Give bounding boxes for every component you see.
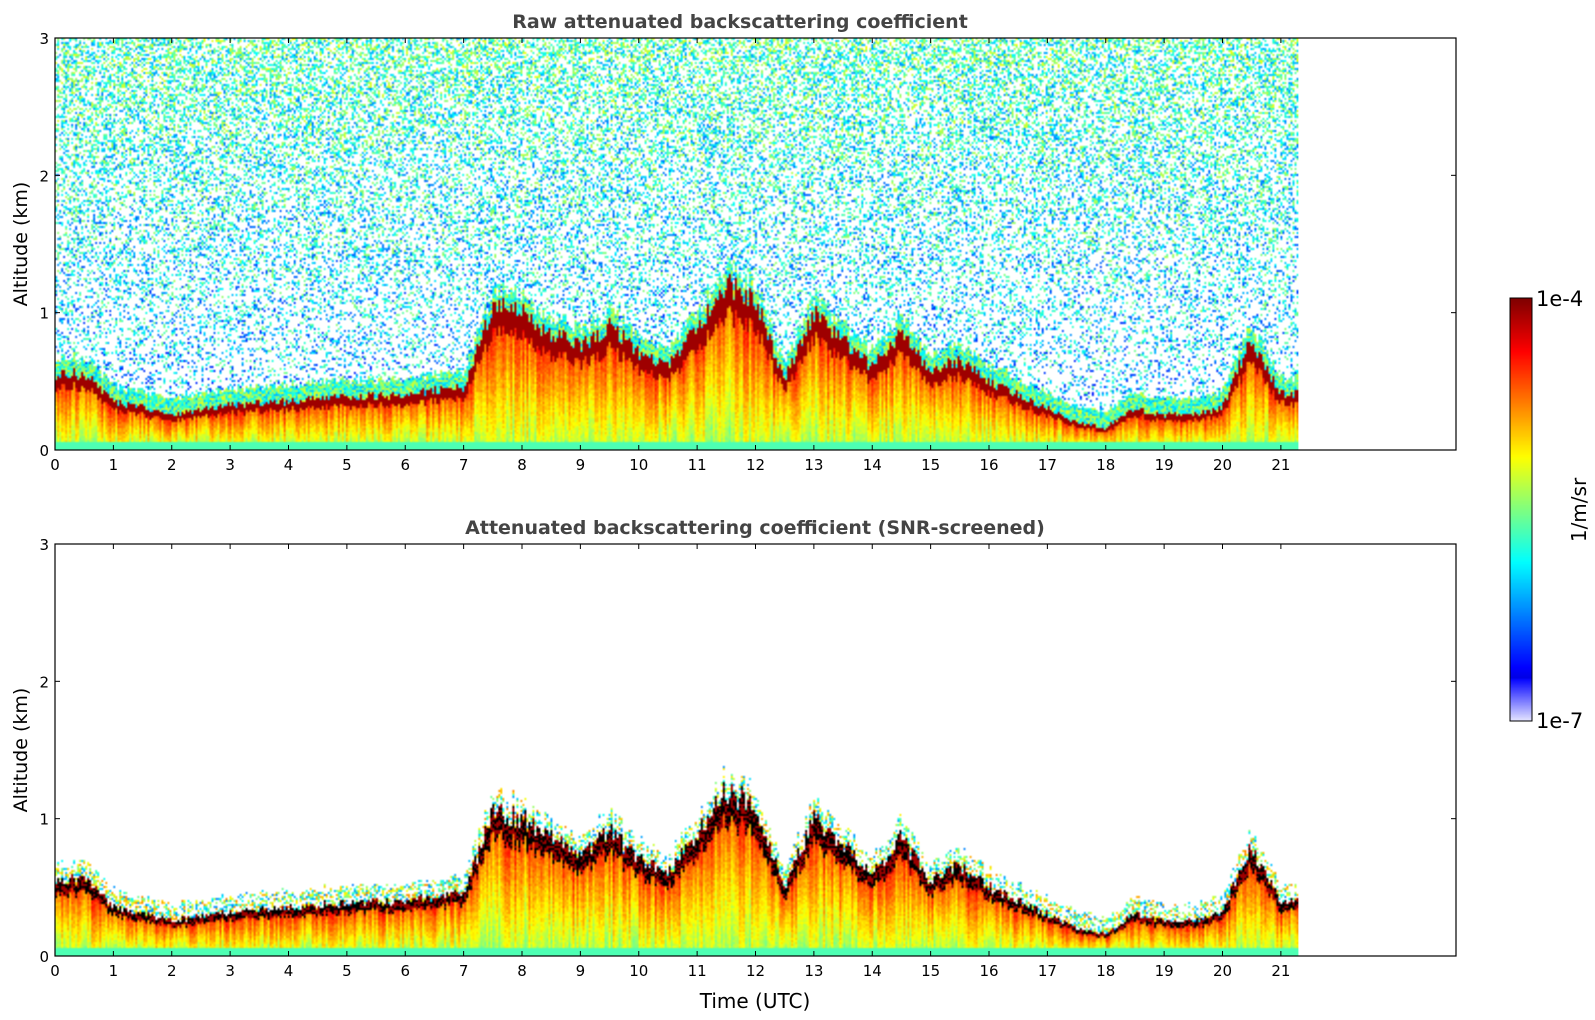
panel-raw: Raw attenuated backscattering coefficien… [10,11,1457,474]
panel-screened-y-ticks: 0 1 2 3 [39,536,1456,966]
y-tick-label: 0 [39,442,49,460]
x-tick-label: 7 [459,962,469,980]
y-tick-label: 3 [39,536,49,554]
y-tick-label: 0 [39,948,49,966]
panel-raw-x-ticks: 0 1 2 3 4 5 6 7 8 9 10 11 12 13 14 15 16 17 18 19 20 21 [50,38,1290,474]
x-tick-label: 11 [688,962,707,980]
colorbar-max-label: 1e-4 [1536,287,1583,311]
panel-raw-y-ticks: 0 1 2 3 [39,30,1456,460]
x-tick-label: 13 [804,456,823,474]
x-tick-label: 17 [1038,962,1057,980]
y-tick-label: 3 [39,30,49,48]
x-tick-label: 14 [863,962,882,980]
x-tick-label: 20 [1213,456,1232,474]
x-tick-label: 12 [746,962,765,980]
x-tick-label: 21 [1271,456,1290,474]
x-tick-label: 18 [1096,962,1115,980]
x-tick-label: 1 [109,456,119,474]
x-tick-label: 2 [167,962,177,980]
panel-screened-x-ticks: 0 1 2 3 4 5 6 7 8 9 10 11 12 13 14 15 16 17 18 19 20 21 [50,544,1290,980]
panel-raw-heatmap [55,38,1299,450]
y-tick-label: 1 [39,305,49,323]
x-tick-label: 3 [225,962,235,980]
panel-screened-ylabel: Altitude (km) [10,688,32,813]
x-tick-label: 8 [517,962,527,980]
y-tick-label: 2 [39,673,49,691]
x-tick-label: 14 [863,456,882,474]
y-tick-label: 1 [39,811,49,829]
x-tick-label: 17 [1038,456,1057,474]
x-tick-label: 0 [50,962,60,980]
x-tick-label: 15 [921,962,940,980]
colorbar-unit-label: 1/m/sr [1567,477,1591,542]
x-tick-label: 18 [1096,456,1115,474]
colorbar-frame [1509,297,1533,722]
x-tick-label: 10 [629,962,648,980]
x-tick-label: 9 [576,962,586,980]
x-tick-label: 4 [284,962,294,980]
colorbar-min-label: 1e-7 [1536,709,1583,733]
x-tick-label: 15 [921,456,940,474]
x-tick-label: 9 [576,456,586,474]
panel-raw-title: Raw attenuated backscattering coefficien… [512,11,968,33]
x-tick-label: 6 [400,962,410,980]
x-tick-label: 10 [629,456,648,474]
x-tick-label: 7 [459,456,469,474]
x-tick-label: 0 [50,456,60,474]
x-tick-label: 5 [342,456,352,474]
x-tick-label: 19 [1155,456,1174,474]
x-tick-label: 6 [400,456,410,474]
panel-screened: Attenuated backscattering coefficient (S… [10,517,1457,1013]
x-tick-label: 16 [979,456,998,474]
x-tick-label: 13 [804,962,823,980]
x-tick-label: 20 [1213,962,1232,980]
x-tick-label: 2 [167,456,177,474]
x-tick-label: 11 [688,456,707,474]
y-tick-label: 2 [39,167,49,185]
panel-screened-xlabel: Time (UTC) [699,989,811,1013]
x-tick-label: 1 [109,962,119,980]
colorbar: 1e-4 1e-7 1/m/sr [1509,287,1591,733]
x-tick-label: 5 [342,962,352,980]
x-tick-label: 21 [1271,962,1290,980]
x-tick-label: 4 [284,456,294,474]
x-tick-label: 8 [517,456,527,474]
x-tick-label: 16 [979,962,998,980]
x-tick-label: 19 [1155,962,1174,980]
x-tick-label: 3 [225,456,235,474]
x-tick-label: 12 [746,456,765,474]
panel-screened-heatmap [55,544,1299,956]
panel-screened-title: Attenuated backscattering coefficient (S… [465,517,1045,539]
panel-raw-ylabel: Altitude (km) [10,182,32,307]
colorbar-gradient [1510,298,1532,721]
